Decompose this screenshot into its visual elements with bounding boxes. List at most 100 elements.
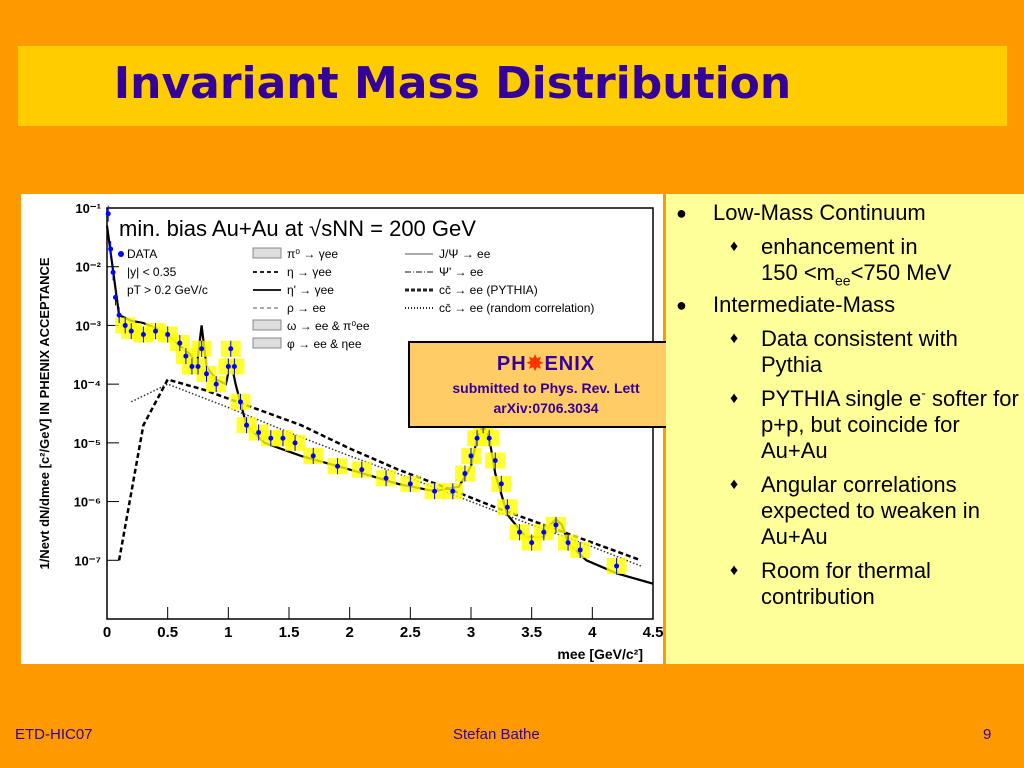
phenix-logo: PH✸ENIX (410, 351, 682, 376)
data-point (335, 463, 341, 469)
legend-label: η → γee (287, 265, 332, 279)
bullet-dot-icon: ● (676, 295, 687, 315)
data-point (517, 529, 523, 535)
x-tick-label: 4.5 (643, 624, 663, 641)
data-point (203, 371, 209, 377)
data-point (225, 363, 231, 369)
legend-swatch (252, 247, 282, 259)
legend-marker (118, 251, 124, 257)
data-point (177, 340, 183, 346)
data-point (432, 488, 438, 494)
data-point (105, 211, 111, 217)
y-tick-label: 10⁻⁵ (74, 436, 101, 451)
x-tick-label: 3 (467, 624, 475, 641)
phenix-box: PH✸ENIX submitted to Phys. Rev. Lett arX… (408, 341, 684, 428)
footer-right: 9 (983, 726, 992, 743)
data-point (280, 435, 286, 441)
y-tick-label: 10⁻³ (75, 318, 101, 333)
data-point (383, 475, 389, 481)
data-point (153, 328, 159, 334)
x-tick-label: 3.5 (521, 624, 542, 641)
data-point (292, 440, 298, 446)
data-point (268, 435, 274, 441)
data-point (468, 453, 474, 459)
footer-center: Stefan Bathe (453, 726, 540, 743)
data-point (553, 522, 559, 528)
legend-label: π⁰ → γee (287, 247, 338, 261)
legend-swatch (252, 319, 282, 331)
legend-label: Ψ' → ee (439, 265, 484, 279)
data-point (498, 481, 504, 487)
phenix-logo-left: PH (496, 353, 527, 375)
y-tick-label: 10⁻⁶ (74, 495, 101, 510)
title-bar: Invariant Mass Distribution (18, 46, 1007, 126)
bullet-list: ● Low-Mass Continuum ♦ enhancement in 150 <m… (666, 200, 1024, 610)
data-point (529, 540, 535, 546)
data-point (122, 322, 128, 328)
diamond-bullet-icon: ♦ (730, 476, 739, 493)
diamond-bullet-icon: ♦ (730, 330, 739, 347)
x-tick-label: 1 (224, 624, 232, 641)
phenix-logo-right: ENIX (544, 353, 596, 375)
sub-bullet-item: ♦ Angular correlations expected to weaken… (666, 472, 1024, 550)
sub-bullet-text: Room for thermal contribution (761, 558, 931, 609)
legend-label: J/Ψ → ee (439, 247, 491, 261)
data-point (486, 435, 492, 441)
sub-bullet-item: ♦ Data consistent with Pythia (666, 326, 1024, 378)
diamond-bullet-icon: ♦ (730, 238, 739, 255)
data-point (450, 488, 456, 494)
data-point (407, 481, 413, 487)
data-point (231, 363, 237, 369)
phoenix-star-icon: ✸ (526, 353, 545, 375)
arxiv-text: arXiv:0706.3034 (493, 400, 599, 416)
data-point (199, 346, 205, 352)
diamond-bullet-icon: ♦ (730, 390, 739, 407)
data-point (228, 346, 234, 352)
annotation-text: pT > 0.2 GeV/c (127, 283, 208, 297)
data-point (577, 547, 583, 553)
data-point (462, 471, 468, 477)
legend-label: ρ → ee (287, 301, 326, 315)
bullet-dot-icon: ● (676, 203, 687, 223)
bullet-item: ● Intermediate-Mass (666, 292, 1024, 318)
data-point (244, 422, 250, 428)
sub-bullet-text: Data consistent with Pythia (761, 326, 958, 377)
data-point (256, 430, 262, 436)
x-tick-label: 0.5 (157, 624, 178, 641)
x-tick-label: 2 (345, 624, 353, 641)
y-tick-label: 10⁻¹ (75, 201, 101, 216)
data-point (195, 363, 201, 369)
legend-label: DATA (127, 247, 157, 261)
data-point (165, 332, 171, 338)
x-tick-label: 4 (588, 624, 597, 641)
legend-label: cc̄ → ee (random correlation) (439, 301, 594, 315)
legend-swatch (252, 337, 282, 349)
submitted-text: submitted to Phys. Rev. Lett (452, 380, 640, 396)
legend-label: φ → ee & ηee (287, 337, 362, 351)
data-point (213, 381, 219, 387)
data-point (474, 435, 480, 441)
legend-label: cc̄ → ee (PYTHIA) (439, 283, 538, 297)
data-point (189, 363, 195, 369)
chart-title: min. bias Au+Au at √sNN = 200 GeV (119, 216, 476, 241)
x-axis-label: mee [GeV/c²] (557, 646, 643, 662)
data-point (565, 540, 571, 546)
legend-label: ω → ee & π⁰ee (287, 319, 370, 333)
data-point (359, 467, 365, 473)
footer-left: ETD-HIC07 (15, 726, 93, 743)
data-point (108, 246, 114, 252)
data-point (140, 332, 146, 338)
sub-bullet-text: Angular correlations expected to weaken … (761, 472, 980, 549)
y-tick-label: 10⁻⁴ (73, 377, 101, 392)
bullet-item: ● Low-Mass Continuum (666, 200, 1024, 226)
sub-bullet-text: PYTHIA single e- softer for p+p, but coi… (761, 384, 1019, 463)
invariant-mass-plot: 0 0.5 1 1.5 2 2.5 3 3.5 4 4.5 10⁻¹ 10⁻² 10⁻³ 10⁻⁴ 10⁻⁵… (37, 201, 663, 662)
data-point (614, 563, 620, 569)
diamond-bullet-icon: ♦ (730, 562, 739, 579)
sub-bullet-item: ♦ PYTHIA single e- softer for p+p, but co… (666, 386, 1024, 464)
data-point (541, 529, 547, 535)
bullet-panel: ● Low-Mass Continuum ♦ enhancement in 150 <m… (666, 194, 1024, 664)
y-tick-label: 10⁻² (75, 260, 101, 275)
plot-panel: 0 0.5 1 1.5 2 2.5 3 3.5 4 4.5 10⁻¹ 10⁻² 10⁻³ 10⁻⁴ 10⁻⁵… (21, 194, 663, 664)
data-point (183, 353, 189, 359)
